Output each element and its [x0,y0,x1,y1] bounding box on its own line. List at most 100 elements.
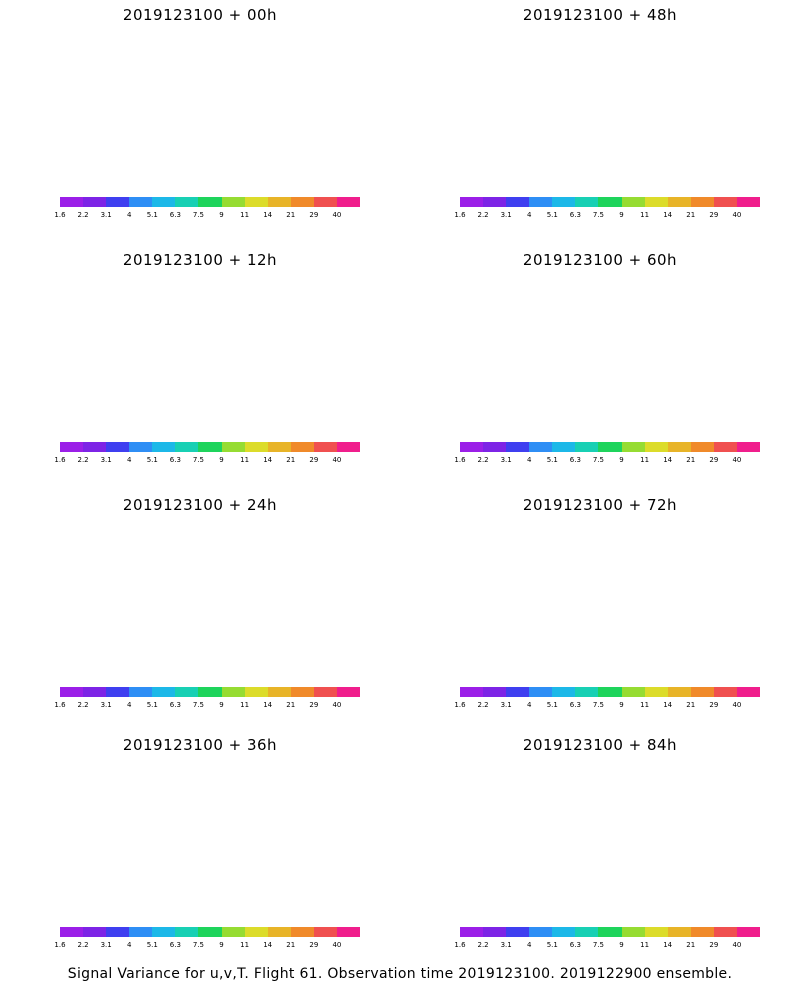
colorbar [60,927,361,937]
colorbar-tick-label: 40 [732,941,742,949]
colorbar-tick-label: 2.2 [77,941,89,949]
colorbar-tick-label: 4 [126,211,132,219]
colorbar-swatch [83,442,107,452]
colorbar-tick-label: 9 [219,701,224,709]
coastline [470,317,740,380]
colorbar-swatch [336,442,361,452]
colorbar-tick-label: 4 [126,701,132,709]
colorbar-tick-label: 14 [263,456,273,464]
colorbar [60,687,361,697]
colorbar-swatch [621,442,645,452]
colorbar-tick-label: 5.1 [146,211,158,219]
polar-map [0,756,400,936]
colorbar-labels: 1.6 2.2 3.1 4 5.1 6.3 7.5 9 11 14 21 29 40 [450,211,770,221]
colorbar-swatch [60,442,84,452]
colorbar-swatch [60,687,84,697]
colorbar-tick-label: 1.6 [54,941,66,949]
colorbar-tick-label: 7.5 [592,941,605,949]
colorbar-swatch [506,927,530,937]
colorbar-tick-label: 11 [640,941,650,949]
colorbar-swatch [598,197,622,207]
forecast-panel: 2019123100 + 00h 1.6 2.2 3.1 4 5.1 6.3 7.5 9 11 14… [0,0,400,245]
graticule [400,756,800,897]
colorbar-tick-label: 7.5 [192,701,205,709]
colorbar-swatch [575,687,599,697]
colorbar-swatch [198,197,222,207]
colorbar-swatch [529,687,553,697]
colorbar-swatch [336,197,361,207]
colorbar-tick-label: 29 [709,456,719,464]
colorbar-swatch [129,687,153,697]
colorbar-tick-label: 11 [240,211,250,219]
colorbar-swatch [483,687,507,697]
colorbar-swatch [736,927,761,937]
colorbar-swatch [529,442,553,452]
colorbar-swatch [690,687,714,697]
colorbar-tick-label: 40 [732,456,742,464]
colorbar-tick-label: 3.1 [500,701,512,709]
panel-title: 2019123100 + 48h [522,6,678,24]
colorbar-tick-label: 2.2 [477,456,489,464]
colorbar-labels: 1.6 2.2 3.1 4 5.1 6.3 7.5 9 11 14 21 29 40 [50,211,370,221]
polar-map [400,26,800,206]
colorbar-swatch [483,442,507,452]
forecast-panel: 2019123100 + 72h 1.6 2.2 3.1 4 5.1 6.3 7.5 9 11 14… [400,490,800,735]
colorbar-tick-label: 9 [219,941,224,949]
colorbar-tick-label: 29 [309,211,319,219]
colorbar-swatch [713,927,737,937]
colorbar-tick-label: 29 [709,941,719,949]
colorbar-tick-label: 9 [619,211,624,219]
colorbar-swatch [152,442,176,452]
colorbar-tick-label: 11 [240,941,250,949]
colorbar-swatch [290,687,314,697]
colorbar-tick-label: 21 [286,211,296,219]
colorbar-tick-label: 3.1 [500,211,512,219]
colorbar-swatch [221,442,245,452]
colorbar-swatch [598,442,622,452]
colorbar-tick-label: 14 [263,211,273,219]
colorbar-tick-label: 1.6 [54,456,66,464]
colorbar-tick-label: 5.1 [546,941,558,949]
colorbar-swatch [460,197,484,207]
colorbar-swatch [267,687,291,697]
colorbar-tick-label: 5.1 [546,701,558,709]
polar-map [0,516,400,696]
forecast-panel: 2019123100 + 84h 1.6 2.2 3.1 4 5.1 6.3 7.5 9 11 14… [400,730,800,975]
colorbar-swatch [529,927,553,937]
colorbar-swatch [198,927,222,937]
polar-map [0,271,400,451]
panel-title: 2019123100 + 00h [122,6,278,24]
colorbar-swatch [313,927,337,937]
figure-caption: Signal Variance for u,v,T. Flight 61. Ob… [67,966,733,982]
colorbar [460,442,761,452]
colorbar-swatch [152,927,176,937]
colorbar-swatch [198,442,222,452]
colorbar-swatch [483,197,507,207]
graticule [400,26,800,167]
colorbar-swatch [506,197,530,207]
colorbar-swatch [713,197,737,207]
colorbar-swatch [83,687,107,697]
colorbar-swatch [221,927,245,937]
colorbar-tick-label: 1.6 [54,211,66,219]
forecast-panel: 2019123100 + 12h 1.6 2.2 3.1 4 5.1 6.3 7.5 9 11 14… [0,245,400,490]
colorbar-swatch [644,197,668,207]
colorbar-swatch [129,197,153,207]
colorbar-swatch [667,687,691,697]
polar-map [400,756,800,936]
colorbar-tick-label: 29 [709,701,719,709]
colorbar-tick-label: 29 [709,211,719,219]
colorbar-tick-label: 7.5 [192,941,205,949]
colorbar-swatch [621,927,645,937]
colorbar [60,442,361,452]
colorbar-tick-label: 3.1 [100,941,112,949]
colorbar-swatch [106,442,130,452]
colorbar-labels: 1.6 2.2 3.1 4 5.1 6.3 7.5 9 11 14 21 29 40 [450,456,770,466]
colorbar-swatch [690,442,714,452]
colorbar-swatch [460,687,484,697]
colorbar-swatch [290,197,314,207]
colorbar-tick-label: 7.5 [592,701,605,709]
polar-map [400,271,800,451]
colorbar-labels: 1.6 2.2 3.1 4 5.1 6.3 7.5 9 11 14 21 29 40 [450,701,770,711]
colorbar-swatch [552,197,576,207]
